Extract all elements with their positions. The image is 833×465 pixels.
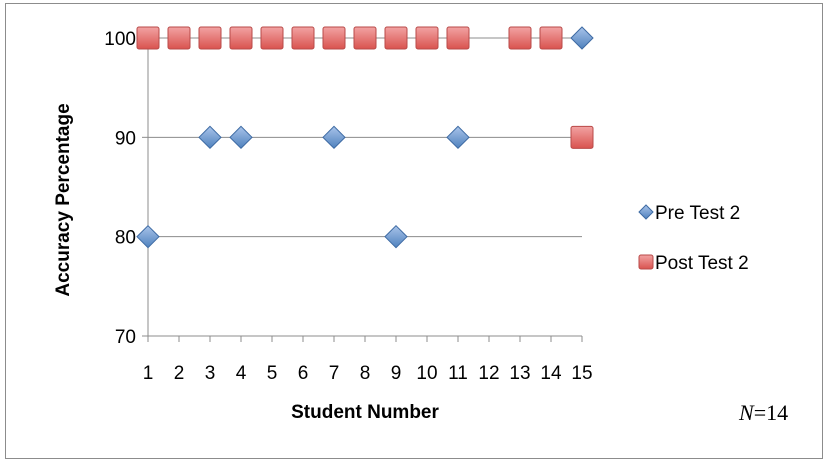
pre-test-point-3 <box>198 125 222 150</box>
pre-test-point-11 <box>446 125 470 150</box>
post-test-point-11 <box>446 26 470 50</box>
post-test-point-6 <box>291 26 315 50</box>
post-test-point-7 <box>322 26 346 50</box>
chart-frame <box>5 3 823 459</box>
x-tick-labels: 1 2 3 4 5 6 7 8 9 10 11 12 13 14 15 <box>143 336 593 384</box>
post-test-point-13 <box>508 26 532 50</box>
x-tick-label-4: 4 <box>236 363 247 384</box>
post-test-point-15 <box>570 125 594 149</box>
x-tick-label-1: 1 <box>143 363 154 384</box>
x-tick-label-3: 3 <box>205 363 216 384</box>
sample-size-value: =14 <box>754 400 788 425</box>
x-tick-label-12: 12 <box>478 363 499 384</box>
legend: Pre Test 2 Post Test 2 <box>638 203 749 274</box>
pre-test-point-9 <box>384 224 408 249</box>
x-tick-label-14: 14 <box>540 363 562 384</box>
x-tick-label-8: 8 <box>360 363 371 384</box>
y-axis-title: Accuracy Percentage <box>53 103 74 296</box>
pre-test-point-7 <box>322 125 346 150</box>
post-test-point-4 <box>229 26 253 50</box>
post-test-point-3 <box>198 26 222 50</box>
legend-diamond-icon <box>638 204 654 220</box>
x-tick-label-6: 6 <box>298 363 309 384</box>
x-tick-label-15: 15 <box>571 363 592 384</box>
x-tick-label-13: 13 <box>509 363 530 384</box>
pre-test-point-4 <box>229 125 253 150</box>
data-points <box>136 26 594 249</box>
post-test-point-14 <box>539 26 563 50</box>
x-tick-label-2: 2 <box>174 363 185 384</box>
x-tick-label-9: 9 <box>391 363 402 384</box>
y-tick-label-70: 70 <box>115 327 136 348</box>
pre-test-point-15 <box>570 26 594 50</box>
x-tick-label-10: 10 <box>416 363 437 384</box>
legend-square-icon <box>638 254 654 270</box>
post-test-point-10 <box>415 26 439 50</box>
gridlines <box>142 37 582 337</box>
legend-label-pre-test: Pre Test 2 <box>655 203 740 224</box>
sample-size-note: N=14 <box>738 400 788 425</box>
post-test-point-5 <box>260 26 284 50</box>
y-tick-label-100: 100 <box>104 29 136 50</box>
y-tick-labels: 70 80 90 100 <box>104 29 136 348</box>
y-tick-label-80: 80 <box>115 228 136 249</box>
post-test-point-9 <box>384 26 408 50</box>
x-tick-label-5: 5 <box>267 363 278 384</box>
x-axis-title: Student Number <box>291 402 439 423</box>
x-tick-label-7: 7 <box>329 363 340 384</box>
legend-label-post-test: Post Test 2 <box>655 253 749 274</box>
y-tick-label-90: 90 <box>115 128 136 149</box>
post-test-point-2 <box>167 26 191 50</box>
x-tick-label-11: 11 <box>448 363 468 384</box>
post-test-point-1 <box>136 26 160 50</box>
post-test-point-8 <box>353 26 377 50</box>
sample-size-n: N <box>738 400 755 425</box>
pre-test-point-1 <box>136 224 160 249</box>
